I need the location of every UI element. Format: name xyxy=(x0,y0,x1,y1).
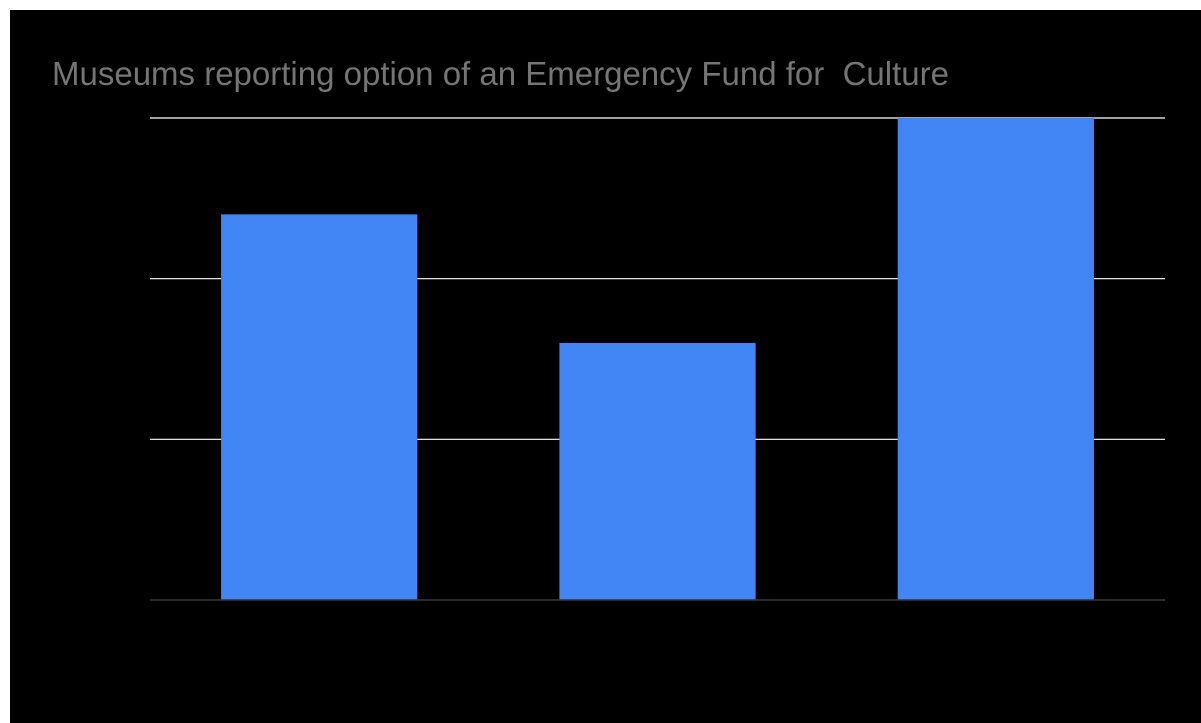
bar-1 xyxy=(221,214,418,600)
bar-chart xyxy=(150,117,1165,601)
bar-3 xyxy=(897,118,1094,600)
chart-title: Museums reporting option of an Emergency… xyxy=(52,55,949,92)
bars xyxy=(221,118,1094,600)
bar-2 xyxy=(559,342,756,600)
chart-frame: Museums reporting option of an Emergency… xyxy=(10,10,1201,723)
